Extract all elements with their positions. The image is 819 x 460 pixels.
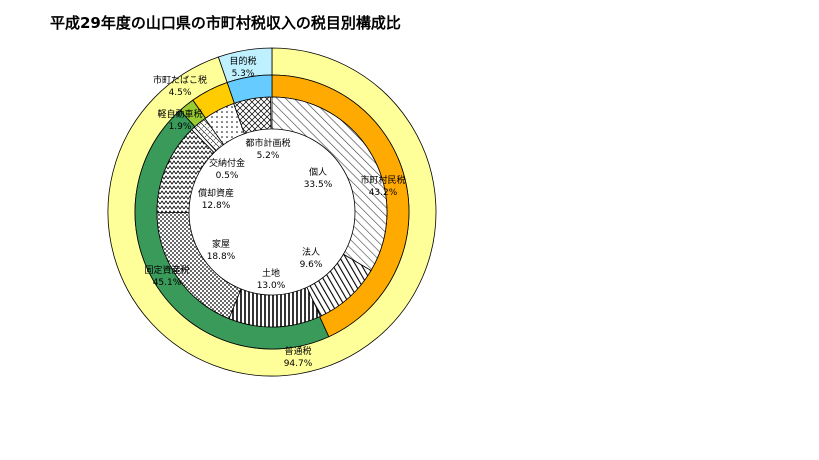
inner-ring-slice-8 — [233, 96, 272, 135]
inner-ring-label-3: 家屋 18.8% — [207, 238, 236, 262]
inner-ring-label-8: 都市計画税 5.2% — [245, 137, 290, 161]
middle-ring-label-3: 市町たばこ税 4.5% — [153, 74, 207, 98]
chart-title: 平成29年度の山口県の市町村税収入の税目別構成比 — [50, 14, 401, 32]
inner-ring-label-0: 個人 33.5% — [304, 166, 333, 190]
outer-ring-label-1: 目的税 5.3% — [229, 55, 256, 79]
inner-ring-label-4: 償却資産 12.8% — [198, 187, 234, 211]
middle-ring-label-2: 軽自動車税 1.9% — [157, 108, 202, 132]
inner-ring-label-5: 交納付金 0.5% — [209, 157, 245, 181]
inner-ring-label-2: 土地 13.0% — [257, 267, 286, 291]
middle-ring-label-1: 固定資産税 45.1% — [144, 264, 189, 288]
outer-ring-label-0: 普通税 94.7% — [284, 345, 313, 369]
inner-ring-label-1: 法人 9.6% — [300, 246, 323, 270]
middle-ring-label-0: 市町村民税 43.2% — [360, 174, 405, 198]
inner-ring-slice-2 — [228, 286, 321, 328]
